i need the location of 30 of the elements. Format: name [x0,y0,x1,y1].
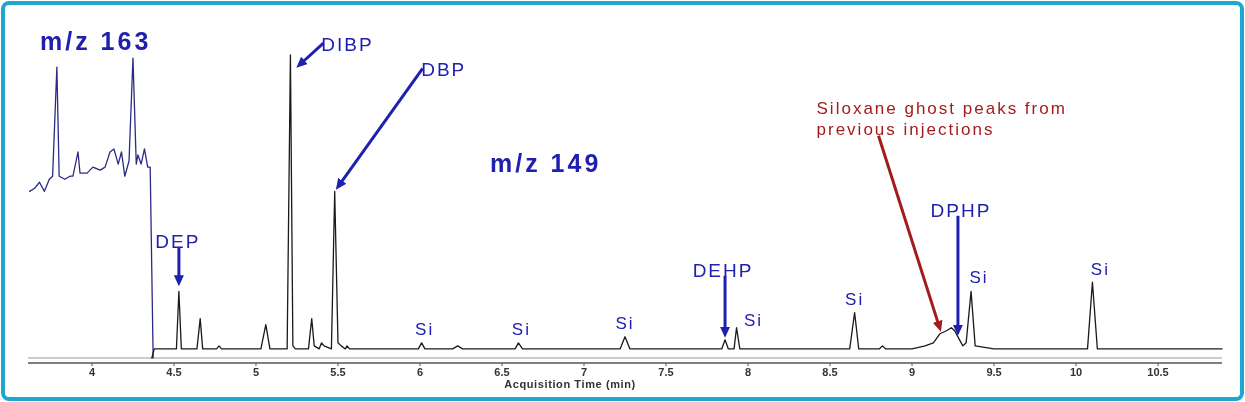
annotation: DIBP [321,33,374,55]
annotation: Si [415,319,435,339]
x-tick-label: 4.5 [166,366,182,378]
annotation: Si [511,319,531,339]
annotation: m/z 163 [40,27,152,55]
annotation: Si [1090,259,1110,279]
annotation: Siloxane ghost peaks from previous injections [816,98,1067,139]
annotation: DEP [155,230,201,252]
x-axis-title: Acquisition Time (min) [504,378,636,390]
x-tick-label: 5.5 [330,366,346,378]
annotation: Si [743,310,764,330]
x-tick-label: 6.5 [494,366,510,378]
annotation: DPHP [930,199,992,221]
x-tick-label: 9.5 [986,366,1002,378]
x-tick-label: 9 [908,366,916,378]
x-tick-label: 7.5 [658,366,674,378]
x-tick-label: 10 [1069,366,1083,378]
annotation: Si [845,289,865,309]
annotation: DEHP [692,259,754,281]
annotation: m/z 149 [490,149,602,177]
x-tick-label: 10.5 [1147,366,1169,378]
annotation: DBP [421,58,467,80]
x-tick-label: 5 [252,366,260,378]
x-tick-label: 8.5 [822,366,838,378]
x-tick-label: 4 [88,366,96,378]
x-tick-label: 7 [580,366,588,378]
annotation: Si [615,313,635,333]
x-tick-label: 6 [416,366,424,378]
x-tick-label: 8 [744,366,752,378]
annotation: Si [969,267,989,287]
